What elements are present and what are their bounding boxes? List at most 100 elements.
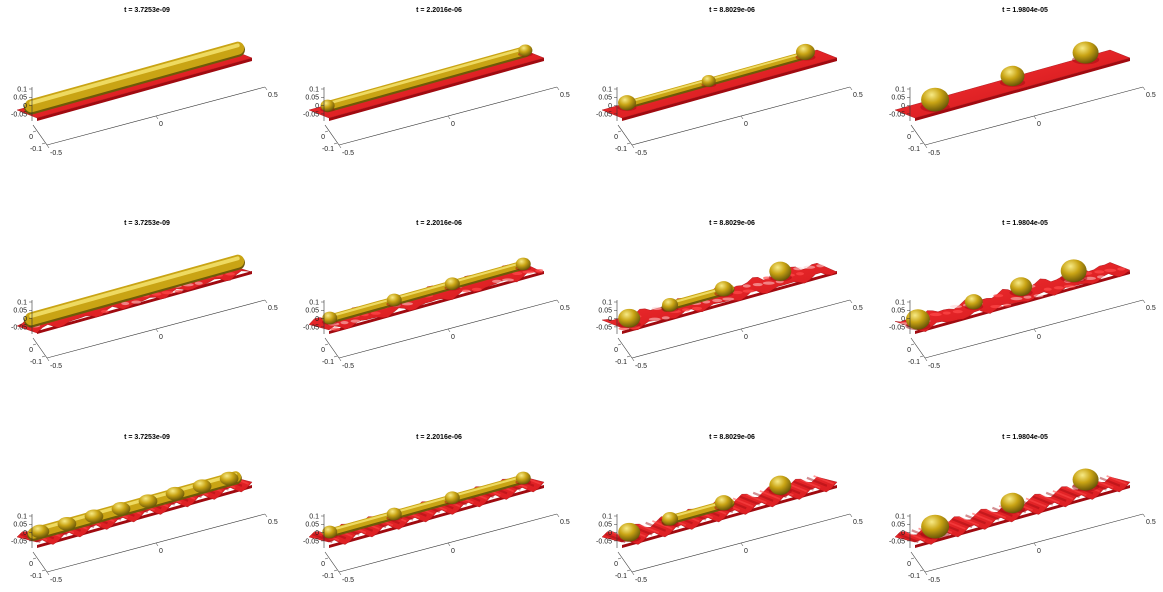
z-tick-label: 0 [608,530,612,537]
droplet-left [921,514,950,539]
x-tick-label: 0 [1037,334,1041,341]
substrate-ridge [793,480,814,491]
substrate-ridge [951,518,973,529]
substrate-side [915,58,1130,121]
z-tick-label: 0.05 [13,522,27,529]
y-axis-line [324,337,340,359]
y-axis-line [32,337,48,359]
y-tick-label: -0.1 [615,146,627,153]
z-tick-label: 0.05 [13,308,27,315]
panel-sinusoidal-3: t = 8.8029e-060.10.050-0.050-0.1-0.500.5 [596,434,863,584]
substrate-crest [813,475,834,485]
z-tick-label: 0.1 [17,513,27,520]
x-tick-mark [46,571,50,576]
substrate-side [37,58,252,121]
x-tick-mark [849,513,853,518]
x-tick-label: -0.5 [342,150,354,157]
y-axis-line [32,124,48,146]
x-tick-mark [46,357,50,362]
y-tick-label: -0.1 [615,573,627,580]
panel-flat-1: t = 3.7253e-090.10.050-0.050-0.1-0.500.5 [11,7,278,157]
substrate-highlight [502,278,514,282]
panel-title: t = 8.8029e-06 [709,434,755,441]
y-tick-label: 0 [907,561,911,568]
z-tick-label: 0.1 [602,299,612,306]
y-tick-label: 0 [614,347,618,354]
substrate-highlight [762,281,775,285]
y-tick-mark [910,557,915,560]
substrate-highlight [1033,294,1044,298]
z-tick-label: 0.05 [13,95,27,102]
x-tick-mark [46,144,50,149]
droplet-mid-left [662,512,679,526]
x-tick-label: 0.5 [1146,519,1156,526]
y-tick-label: 0 [321,347,325,354]
z-tick-label: 0 [901,316,905,323]
y-tick-label: -0.1 [30,573,42,580]
z-tick-label: 0.05 [305,522,319,529]
x-tick-label: 0.5 [1146,92,1156,99]
substrate-highlight [101,309,109,314]
z-tick-label: 0 [608,316,612,323]
droplet-bulge [322,525,338,539]
substrate-highlight [471,287,482,291]
x-tick-mark [1033,542,1037,547]
substrate-highlight [692,306,702,311]
droplet-bulge [444,277,460,291]
z-tick-label: 0 [315,530,319,537]
droplet-right [769,261,792,281]
y-tick-label: 0 [29,561,33,568]
x-tick-mark [556,86,560,91]
z-tick-label: 0.1 [895,513,905,520]
droplet-bulge [515,257,531,271]
substrate-highlight [512,271,523,276]
z-tick-label: 0.1 [17,299,27,306]
droplet-rod-highlight [29,256,240,318]
droplet-rod-bead [165,486,185,501]
substrate-ridge [978,510,1000,521]
substrate-side [915,271,1130,334]
x-tick-label: 0.5 [560,92,570,99]
x-tick-mark [338,571,342,576]
x-tick-label: 0 [451,121,455,128]
z-tick-label: -0.05 [303,324,319,331]
y-tick-label: 0 [29,134,33,141]
substrate-side [37,485,252,548]
y-tick-label: -0.1 [322,573,334,580]
z-tick-label: -0.05 [889,324,905,331]
panel-title: t = 1.9804e-05 [1002,220,1048,227]
substrate-highlight [990,304,1003,309]
substrate-crest [1025,497,1047,508]
x-tick-mark [264,86,268,91]
droplet-right [769,475,792,495]
substrate-crest [638,523,660,534]
x-tick-mark [631,144,635,149]
panel-flat-3: t = 8.8029e-060.10.050-0.050-0.1-0.500.5 [596,7,863,157]
substrate-crest [759,490,781,500]
x-tick-label: 0 [159,121,163,128]
substrate-highlight [1097,275,1105,279]
z-tick-label: -0.05 [596,324,612,331]
substrate-crest [652,520,673,530]
y-tick-mark [41,569,46,572]
x-tick-label: 0.5 [560,519,570,526]
x-tick-label: 0 [1037,548,1041,555]
y-tick-label: -0.1 [908,573,920,580]
panel-random-4: t = 1.9804e-050.10.050-0.050-0.1-0.500.5 [889,220,1156,370]
substrate-side [329,58,544,121]
substrate-highlight [752,282,763,287]
substrate-highlight [651,306,662,310]
y-tick-mark [617,343,622,346]
panel-title: t = 2.2016e-06 [416,220,462,227]
substrate-highlight [1094,270,1105,274]
droplet-rod-highlight [326,47,527,105]
z-tick-label: -0.05 [889,538,905,545]
substrate-side [622,58,837,121]
z-tick-label: 0.1 [895,299,905,306]
substrate-highlight [161,291,174,295]
droplet-left [618,308,641,328]
y-axis-line [910,124,926,146]
substrate-crest [1039,493,1060,504]
z-tick-label: 0.1 [309,86,319,93]
